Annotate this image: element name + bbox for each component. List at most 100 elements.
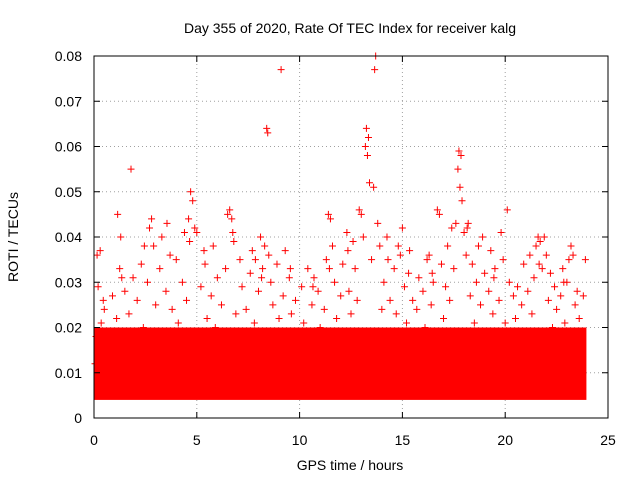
data-point xyxy=(501,319,509,327)
data-point xyxy=(370,183,378,191)
data-point xyxy=(217,301,225,309)
data-point xyxy=(234,351,242,359)
dense-band-area xyxy=(94,327,587,400)
data-point xyxy=(114,210,122,218)
data-point xyxy=(581,256,589,264)
data-point xyxy=(304,265,312,273)
data-point xyxy=(259,265,267,273)
data-point xyxy=(287,310,295,318)
data-point xyxy=(123,369,131,377)
data-point xyxy=(326,215,334,223)
data-point xyxy=(254,287,262,295)
data-point xyxy=(309,283,317,291)
data-point xyxy=(109,292,117,300)
data-point xyxy=(371,66,379,74)
data-point xyxy=(104,378,112,386)
data-point xyxy=(466,292,474,300)
data-point xyxy=(503,206,511,214)
data-point xyxy=(213,274,221,282)
data-point xyxy=(464,219,472,227)
data-point xyxy=(490,274,498,282)
data-point xyxy=(263,124,271,132)
data-point xyxy=(135,360,143,368)
data-point xyxy=(463,224,471,232)
data-point xyxy=(111,355,119,363)
data-point xyxy=(569,251,577,259)
data-point xyxy=(470,319,478,327)
data-point xyxy=(91,360,99,368)
data-point xyxy=(314,287,322,295)
data-point xyxy=(203,314,211,322)
data-point xyxy=(322,256,330,264)
data-point xyxy=(489,310,497,318)
data-point xyxy=(257,233,265,241)
data-point xyxy=(444,242,452,250)
data-point xyxy=(199,360,207,368)
data-point xyxy=(281,247,289,255)
data-point xyxy=(285,274,293,282)
data-point xyxy=(520,260,528,268)
data-point xyxy=(99,296,107,304)
data-point xyxy=(189,197,197,205)
data-point xyxy=(555,346,563,354)
data-point xyxy=(127,165,135,173)
data-point xyxy=(462,251,470,259)
data-point xyxy=(394,242,402,250)
data-point xyxy=(226,206,234,214)
data-point xyxy=(113,314,121,322)
data-point xyxy=(477,301,485,309)
data-point xyxy=(398,224,406,232)
data-point xyxy=(380,278,388,286)
data-point xyxy=(211,324,219,331)
data-point xyxy=(250,319,258,327)
data-point xyxy=(131,337,139,345)
data-point xyxy=(125,310,133,318)
data-point xyxy=(507,333,515,341)
data-point xyxy=(577,328,585,336)
data-point xyxy=(180,228,188,236)
data-point xyxy=(286,265,294,273)
y-tick-label: 0.01 xyxy=(55,365,82,381)
data-point xyxy=(400,283,408,291)
data-point xyxy=(246,269,254,277)
data-point xyxy=(300,319,308,327)
data-point xyxy=(97,319,105,327)
data-point xyxy=(483,328,491,336)
dense-data-band xyxy=(94,327,587,400)
data-point xyxy=(269,301,277,309)
x-axis-label: GPS time / hours xyxy=(297,457,404,473)
data-point xyxy=(448,224,456,232)
data-point xyxy=(335,342,343,350)
data-point xyxy=(129,274,137,282)
data-point xyxy=(117,233,125,241)
data-point xyxy=(224,210,232,218)
data-point xyxy=(450,265,458,273)
axis-ticks: 0 0.01 0.02 0.03 0.04 0.05 0.06 0.07 0.08 0 5 10 15 2… xyxy=(55,48,616,448)
x-tick-label: 5 xyxy=(193,432,201,448)
data-point xyxy=(544,296,552,304)
data-point xyxy=(148,215,156,223)
data-point xyxy=(429,278,437,286)
data-point xyxy=(200,247,208,255)
data-point xyxy=(310,274,318,282)
data-point xyxy=(178,278,186,286)
data-point xyxy=(493,351,501,359)
data-point xyxy=(222,265,230,273)
data-point xyxy=(156,265,164,273)
data-point xyxy=(452,219,460,227)
data-point xyxy=(546,269,554,277)
data-point xyxy=(392,310,400,318)
data-point xyxy=(573,287,581,295)
y-tick-label: 0.04 xyxy=(55,229,82,245)
data-point xyxy=(364,133,372,141)
x-tick-label: 15 xyxy=(395,432,411,448)
data-point xyxy=(509,292,517,300)
data-point xyxy=(538,265,546,273)
data-point xyxy=(526,251,534,259)
data-point xyxy=(406,247,414,255)
data-point xyxy=(320,305,328,313)
data-point xyxy=(316,324,324,331)
data-point xyxy=(289,364,297,372)
data-point xyxy=(481,269,489,277)
